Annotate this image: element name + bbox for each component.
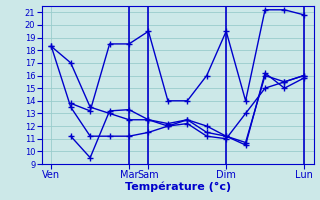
X-axis label: Température (°c): Température (°c) <box>124 182 231 192</box>
